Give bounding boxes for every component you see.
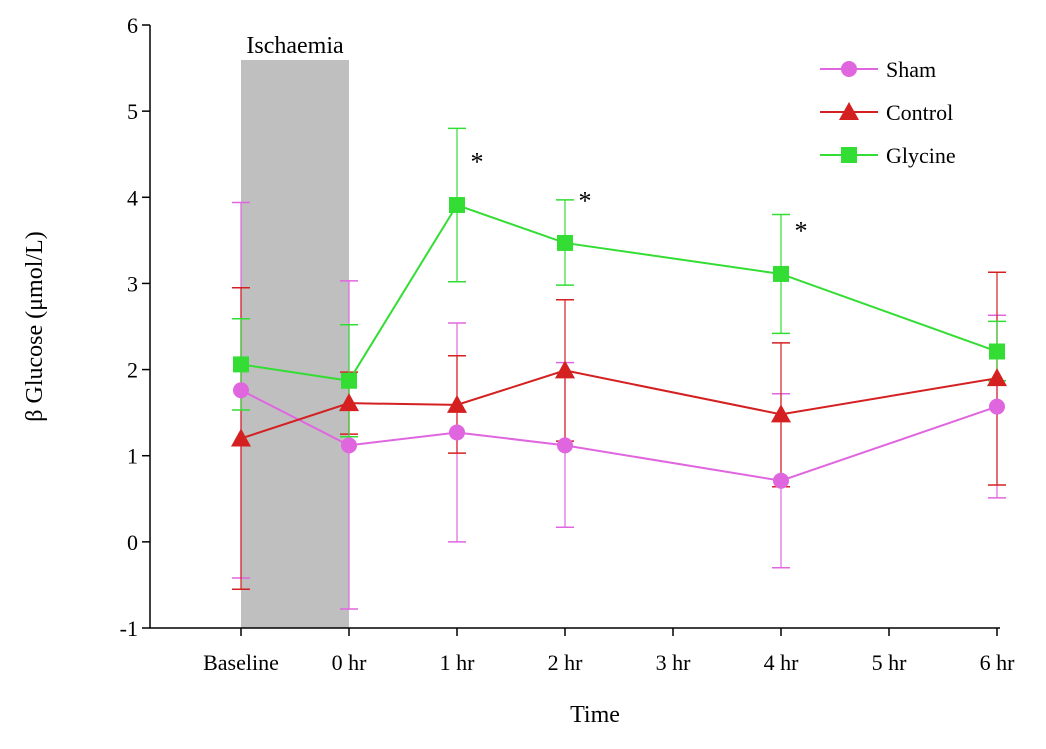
ischaemia-label: Ischaemia (246, 33, 344, 59)
glycine-series-line (240, 203, 998, 382)
x-tick-label: 5 hr (872, 650, 908, 675)
legend: Sham Control Glycine (820, 57, 956, 168)
significance-star: * (471, 148, 484, 177)
x-tick-label: 3 hr (656, 650, 692, 675)
control-point (447, 394, 467, 413)
glycine-point (989, 343, 1005, 360)
series-lines (240, 203, 998, 482)
y-tick-label: 2 (127, 358, 138, 383)
legend-glycine-label: Glycine (886, 143, 956, 168)
y-tick-label: 6 (127, 13, 138, 38)
x-tick-label: 4 hr (764, 650, 800, 675)
sham-point (557, 437, 573, 454)
x-axis-title: Time (570, 702, 620, 728)
y-tick-label: 5 (127, 99, 138, 124)
sham-point (449, 424, 465, 441)
significance-star: * (579, 186, 592, 215)
y-tick-label: 3 (127, 271, 138, 296)
x-tick-label: 1 hr (440, 650, 476, 675)
control-point (771, 404, 791, 423)
glycine-point (449, 197, 465, 214)
series-markers (231, 197, 1007, 489)
axes: -1 0 1 2 3 4 5 6 Baseline 0 hr 1 hr 2 hr 3 hr 4 hr 5 h… (120, 13, 1015, 675)
sham-point (233, 382, 249, 399)
legend-glycine-marker (841, 147, 857, 163)
sham-point (341, 437, 357, 454)
control-point (987, 368, 1007, 387)
control-point (339, 393, 359, 412)
legend-control-label: Control (886, 100, 953, 125)
glycine-point (557, 234, 573, 251)
x-tick-label: Baseline (203, 650, 279, 675)
sham-point (989, 398, 1005, 415)
legend-control-marker (839, 102, 859, 120)
control-series-line (240, 369, 998, 440)
y-tick-label: -1 (120, 616, 138, 641)
x-tick-label: 6 hr (980, 650, 1016, 675)
y-tick-label: 4 (127, 185, 138, 210)
glycine-point (233, 356, 249, 373)
control-point (555, 360, 575, 379)
x-tick-label: 2 hr (548, 650, 584, 675)
control-point (231, 428, 251, 447)
significance-markers: * * * (471, 148, 808, 246)
sham-point (773, 472, 789, 489)
ischaemia-region (241, 60, 349, 628)
y-axis-title: β Glucose (μmol/L) (22, 231, 48, 421)
glycine-point (341, 372, 357, 389)
legend-sham-label: Sham (886, 57, 936, 82)
y-tick-label: 0 (127, 530, 138, 555)
y-tick-label: 1 (127, 444, 138, 469)
significance-star: * (795, 216, 808, 245)
glycine-point (773, 265, 789, 282)
sham-series-line (240, 389, 998, 482)
x-tick-label: 0 hr (332, 650, 368, 675)
legend-sham-marker (841, 61, 857, 77)
